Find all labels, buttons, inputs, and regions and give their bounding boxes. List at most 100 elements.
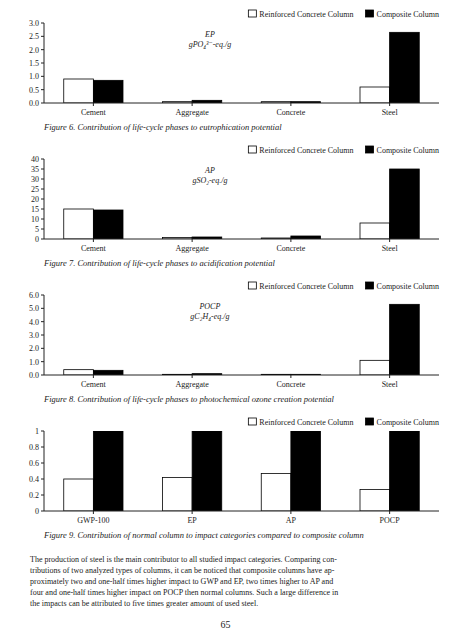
x-tick	[93, 511, 94, 514]
y-tick	[41, 189, 44, 190]
y-tick-label: 5	[35, 225, 39, 234]
x-axis	[44, 239, 439, 240]
x-axis	[44, 103, 439, 104]
legend-item: Reinforced Concrete Column	[248, 418, 353, 427]
x-tick	[192, 511, 193, 514]
bar	[291, 431, 321, 511]
y-tick-label: 20	[31, 195, 39, 204]
y-tick-label: 0.2	[29, 491, 39, 500]
x-tick-label: Cement	[81, 380, 107, 389]
paragraph: The production of steel is the main cont…	[30, 555, 338, 608]
legend-label: Reinforced Concrete Column	[259, 418, 353, 427]
y-tick-label: 2.5	[29, 32, 39, 41]
y-tick-label: 1.0	[29, 72, 39, 81]
bar	[93, 431, 123, 511]
x-tick	[93, 239, 94, 242]
x-tick-label: Aggregate	[175, 380, 209, 389]
y-tick-label: 0.0	[29, 371, 39, 380]
y-tick	[41, 479, 44, 480]
bar	[93, 80, 123, 103]
x-tick	[192, 239, 193, 242]
legend-label: Composite Column	[377, 146, 439, 155]
x-tick	[389, 375, 390, 378]
x-tick	[93, 103, 94, 106]
annotation: gC₂H₄-eq./g	[190, 312, 229, 321]
bar	[93, 370, 123, 375]
annotation: gSO₂-eq./g	[192, 176, 227, 185]
y-tick-label: 1.0	[29, 358, 39, 367]
y-tick	[41, 361, 44, 362]
bar	[93, 210, 123, 239]
legend-item: Reinforced Concrete Column	[248, 146, 353, 155]
legend-item: Reinforced Concrete Column	[248, 10, 353, 19]
legend: Reinforced Concrete Column Composite Colu…	[248, 282, 439, 291]
x-tick-label: Cement	[81, 108, 107, 117]
bar	[360, 223, 390, 239]
bar	[261, 473, 291, 511]
legend: Reinforced Concrete Column Composite Colu…	[248, 146, 439, 155]
annotation: EP	[204, 30, 215, 39]
y-tick	[41, 209, 44, 210]
x-tick-label: Steel	[382, 244, 399, 253]
paragraph-line: four and one-half times higher impact on…	[30, 588, 338, 597]
bars	[64, 431, 420, 511]
y-tick	[41, 169, 44, 170]
x-axis	[44, 375, 439, 376]
y-tick	[41, 375, 44, 376]
chart: 0.01.02.03.04.05.06.0CementAggregateConc…	[29, 282, 439, 405]
legend: Reinforced Concrete Column Composite Colu…	[248, 10, 439, 19]
x-tick-label: Cement	[81, 244, 107, 253]
legend-item: Composite Column	[366, 146, 439, 155]
x-tick	[93, 375, 94, 378]
y-tick	[41, 229, 44, 230]
y-tick	[41, 89, 44, 90]
bar	[192, 431, 222, 511]
legend-item: Reinforced Concrete Column	[248, 282, 353, 291]
annotation: AP	[204, 166, 215, 175]
caption: Figure 7. Contribution of life-cycle pha…	[43, 258, 275, 268]
chart: 0510152025303540CementAggregateConcreteS…	[31, 146, 439, 269]
x-tick	[290, 239, 291, 242]
x-tick	[389, 103, 390, 106]
x-tick	[389, 511, 390, 514]
y-tick-label: 10	[31, 215, 39, 224]
bars	[64, 169, 420, 239]
y-tick	[41, 348, 44, 349]
x-tick-label: EP	[187, 516, 197, 525]
y-tick	[41, 511, 44, 512]
x-tick	[389, 239, 390, 242]
legend-swatch	[248, 418, 256, 425]
y-tick-label: 0	[35, 235, 39, 244]
legend-label: Reinforced Concrete Column	[259, 10, 353, 19]
paragraph-line: the impacts can be attributed to five ti…	[30, 599, 258, 608]
bar	[390, 431, 420, 511]
x-tick-label: Concrete	[276, 244, 305, 253]
bar	[360, 360, 390, 375]
caption: Figure 8. Contribution of life-cycle pha…	[43, 394, 335, 404]
x-tick	[290, 103, 291, 106]
y-tick	[41, 295, 44, 296]
y-tick-label: 0.6	[29, 459, 39, 468]
y-tick-label: 35	[31, 165, 39, 174]
legend-item: Composite Column	[366, 418, 439, 427]
legend-item: Composite Column	[366, 282, 439, 291]
x-tick-label: POCP	[380, 516, 401, 525]
page-number: 65	[221, 619, 231, 630]
y-tick	[41, 199, 44, 200]
y-tick-label: 0.8	[29, 443, 39, 452]
y-tick	[41, 463, 44, 464]
bar	[163, 477, 193, 511]
legend-swatch	[366, 146, 374, 153]
y-tick-label: 6.0	[29, 291, 39, 300]
legend-label: Composite Column	[377, 10, 439, 19]
legend-swatch	[248, 146, 256, 153]
legend: Reinforced Concrete Column Composite Colu…	[248, 418, 439, 427]
y-tick-label: 15	[31, 205, 39, 214]
y-tick	[41, 23, 44, 24]
y-tick	[41, 76, 44, 77]
bar	[64, 79, 94, 103]
page: {"chart_data": [ {"type": "bar", "title"…	[0, 0, 451, 640]
legend-swatch	[366, 10, 374, 17]
x-tick-label: Concrete	[276, 108, 305, 117]
x-tick	[192, 375, 193, 378]
